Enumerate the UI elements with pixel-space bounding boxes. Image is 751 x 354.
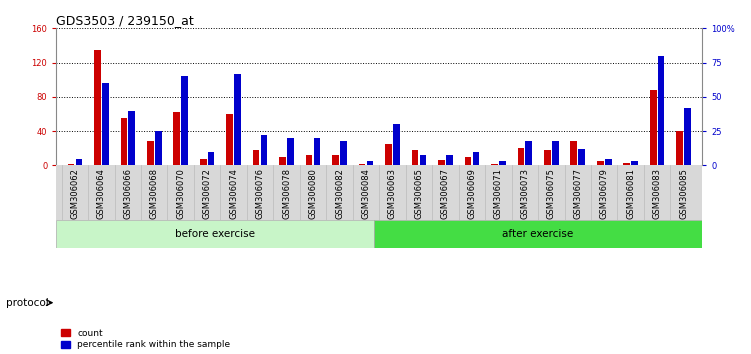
Bar [279,157,286,166]
Text: GSM306078: GSM306078 [282,168,291,219]
Bar [306,155,312,166]
Text: GDS3503 / 239150_at: GDS3503 / 239150_at [56,14,194,27]
Bar [517,148,524,166]
Bar [412,150,418,166]
Bar [182,76,188,166]
Bar [658,56,665,166]
Text: GSM306083: GSM306083 [653,168,662,219]
Bar [94,50,101,166]
Bar [385,144,392,166]
Bar [56,220,374,248]
Bar [340,141,347,166]
Bar [332,155,339,166]
Text: GSM306076: GSM306076 [255,168,264,219]
Bar [155,131,161,166]
Bar [605,159,611,166]
Bar [465,157,471,166]
Text: GSM306079: GSM306079 [600,168,609,219]
Text: before exercise: before exercise [175,229,255,239]
Bar [677,131,683,166]
Text: GSM306075: GSM306075 [547,168,556,219]
Text: GSM306077: GSM306077 [573,168,582,219]
Bar [374,220,702,248]
Bar [366,161,373,166]
Bar [173,112,180,166]
Text: GSM306080: GSM306080 [309,168,318,219]
Text: GSM306066: GSM306066 [123,168,132,219]
Bar [597,161,604,166]
Text: GSM306064: GSM306064 [97,168,106,219]
Bar [684,108,691,166]
Text: GSM306067: GSM306067 [441,168,450,219]
Text: GSM306068: GSM306068 [149,168,158,219]
Bar [650,90,656,166]
Text: GSM306063: GSM306063 [388,168,397,219]
Bar [438,160,445,166]
Bar [571,142,577,166]
Bar [288,138,294,166]
Text: GSM306065: GSM306065 [415,168,424,219]
Text: GSM306072: GSM306072 [203,168,212,219]
Bar [128,110,135,166]
Bar [472,152,479,166]
Bar [200,159,207,166]
Bar [394,124,400,166]
Bar [499,161,505,166]
Text: GSM306062: GSM306062 [71,168,80,219]
Text: GSM306082: GSM306082 [335,168,344,219]
Bar [226,114,233,166]
Bar [544,150,550,166]
Bar [234,74,241,166]
Text: GSM306081: GSM306081 [626,168,635,219]
Text: GSM306085: GSM306085 [679,168,688,219]
Bar [261,135,267,166]
Text: GSM306073: GSM306073 [520,168,529,219]
Bar [208,152,215,166]
Text: GSM306074: GSM306074 [229,168,238,219]
Bar [632,161,638,166]
Text: GSM306071: GSM306071 [494,168,503,219]
Bar [420,154,427,166]
Bar [552,141,559,166]
Text: GSM306084: GSM306084 [361,168,370,219]
Legend: count, percentile rank within the sample: count, percentile rank within the sample [61,329,231,349]
Text: GSM306069: GSM306069 [467,168,476,219]
Bar [526,141,532,166]
Bar [491,164,498,166]
Text: protocol: protocol [6,298,49,308]
Bar [147,142,154,166]
Bar [623,163,630,166]
Bar [314,138,321,166]
Text: GSM306070: GSM306070 [176,168,185,219]
Bar [76,159,82,166]
Bar [446,154,453,166]
Bar [359,164,365,166]
Bar [68,164,74,166]
Bar [102,83,109,166]
Bar [253,150,260,166]
Text: after exercise: after exercise [502,229,574,239]
Bar [120,118,127,166]
Bar [578,149,585,166]
